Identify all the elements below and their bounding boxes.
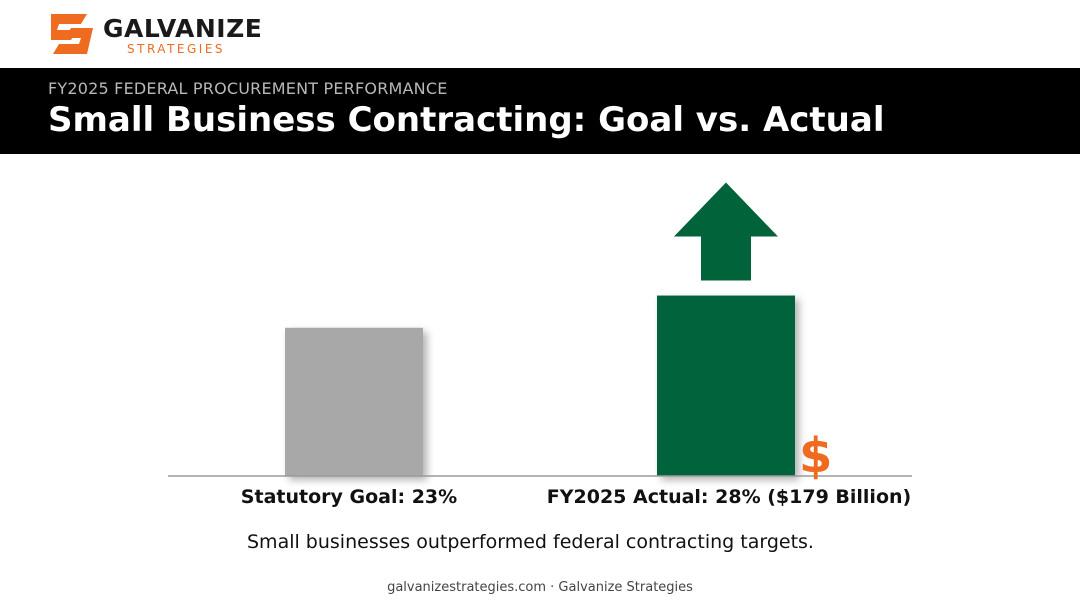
category-label-goal: Statutory Goal: 23%	[240, 486, 458, 508]
brand-name: GALVANIZE	[103, 14, 263, 43]
dollar-sign-icon: $	[799, 428, 832, 484]
header-band: FY2025 FEDERAL PROCUREMENT PERFORMANCE S…	[0, 68, 1080, 154]
galvanize-logo-icon	[51, 14, 93, 54]
header-kicker: FY2025 FEDERAL PROCUREMENT PERFORMANCE	[48, 79, 448, 98]
category-label-actual: FY2025 Actual: 28% ($179 Billion)	[546, 486, 912, 508]
brand-subtitle: STRATEGIES	[127, 42, 226, 56]
page-title: Small Business Contracting: Goal vs. Act…	[48, 100, 885, 140]
chart-caption: Small businesses outperformed federal co…	[247, 531, 814, 553]
footer-credit: galvanizestrategies.com · Galvanize Stra…	[387, 580, 693, 595]
bar-chart: $	[168, 182, 912, 484]
bar-1	[657, 295, 795, 476]
up-arrow-icon	[674, 182, 778, 281]
bar-0	[285, 327, 423, 476]
company-logo: GALVANIZE STRATEGIES	[47, 8, 307, 60]
